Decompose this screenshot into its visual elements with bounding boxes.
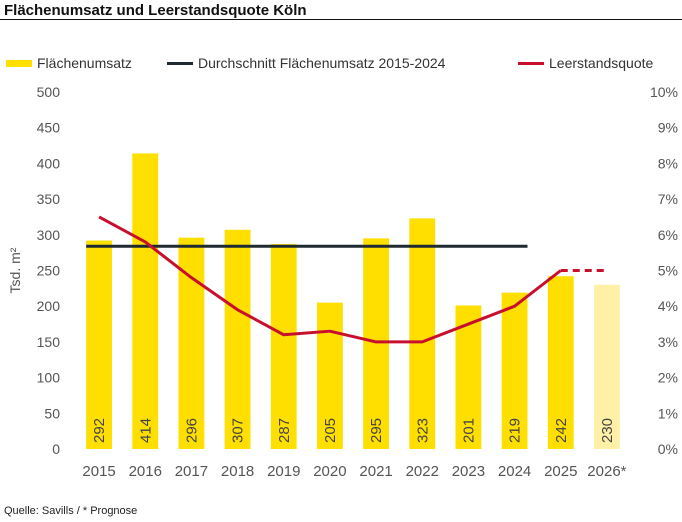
y2-tick-label: 7% xyxy=(658,191,678,207)
x-tick-label: 2025 xyxy=(544,463,577,480)
bar-value-label: 307 xyxy=(230,418,247,443)
x-tick-label: 2021 xyxy=(359,463,392,480)
bar-2023 xyxy=(455,305,482,449)
y-tick-label: 350 xyxy=(37,191,61,207)
x-tick-label: 2018 xyxy=(221,463,254,480)
legend-swatch-bar xyxy=(6,60,32,67)
x-tick-label: 2020 xyxy=(313,463,346,480)
y-tick-label: 500 xyxy=(37,84,61,100)
y2-tick-label: 6% xyxy=(658,227,678,243)
y-tick-label: 400 xyxy=(37,155,61,171)
legend-swatch-average-line xyxy=(167,62,193,65)
bar-2018 xyxy=(224,229,251,449)
y-tick-label: 450 xyxy=(37,120,61,136)
x-tick-label: 2016 xyxy=(129,463,162,480)
legend-label-durchschnitt: Durchschnitt Flächenumsatz 2015-2024 xyxy=(198,55,446,71)
bar-2024 xyxy=(501,292,528,449)
bar-2021 xyxy=(363,238,390,449)
y-tick-label: 50 xyxy=(44,405,60,421)
y2-tick-label: 9% xyxy=(658,120,678,136)
bar-value-label: 219 xyxy=(507,418,524,443)
y-tick-label: 150 xyxy=(37,334,61,350)
x-tick-label: 2022 xyxy=(406,463,439,480)
source-note: Quelle: Savills / * Prognose xyxy=(4,505,138,517)
x-tick-label: 2023 xyxy=(452,463,485,480)
bar-value-label: 323 xyxy=(414,418,431,443)
bar-value-label: 230 xyxy=(599,418,616,443)
legend-label-flaechenumsatz: Flächenumsatz xyxy=(37,55,132,71)
y2-tick-label: 8% xyxy=(658,155,678,171)
bar-value-label: 414 xyxy=(137,418,154,443)
bar-2016 xyxy=(132,153,159,450)
y2-tick-label: 1% xyxy=(658,405,678,421)
x-tick-label: 2017 xyxy=(175,463,208,480)
x-tick-label: 2019 xyxy=(267,463,300,480)
y-tick-label: 250 xyxy=(37,263,61,279)
bar-2019 xyxy=(270,244,297,449)
legend-swatch-vacancy-line xyxy=(518,62,544,65)
y2-tick-label: 2% xyxy=(658,370,678,386)
bar-2022 xyxy=(409,218,436,449)
bar-value-label: 296 xyxy=(183,418,200,443)
y-tick-label: 200 xyxy=(37,298,61,314)
y-tick-label: 0 xyxy=(52,441,60,457)
x-tick-label: 2015 xyxy=(82,463,115,480)
bar-2017 xyxy=(178,237,205,449)
bar-value-label: 205 xyxy=(322,418,339,443)
y2-tick-label: 10% xyxy=(650,84,678,100)
chart-area: 0 50 100 150 200 250 300 350 400 450 500 0% 1% 2% 3% 4%… xyxy=(7,84,678,480)
bar-2020 xyxy=(316,302,343,449)
y2-tick-label: 4% xyxy=(658,298,678,314)
vacancy-rate-line xyxy=(98,215,562,344)
bar-2026 xyxy=(593,284,620,449)
title-divider xyxy=(0,19,682,20)
y2-tick-label: 5% xyxy=(658,263,678,279)
y-axis-label: Tsd. m² xyxy=(7,247,23,293)
bar-2015 xyxy=(86,240,113,449)
y2-tick-label: 3% xyxy=(658,334,678,350)
bar-value-label: 292 xyxy=(91,418,108,443)
y-tick-label: 100 xyxy=(37,370,61,386)
legend-label-leerstandsquote: Leerstandsquote xyxy=(549,55,654,71)
y-tick-label: 300 xyxy=(37,227,61,243)
bar-value-label: 287 xyxy=(276,418,293,443)
x-tick-label: 2024 xyxy=(498,463,531,480)
bar-2025 xyxy=(547,276,574,449)
bar-value-label: 201 xyxy=(460,418,477,443)
chart-title: Flächenumsatz und Leerstandsquote Köln xyxy=(4,2,307,19)
x-tick-label: 2026* xyxy=(587,463,626,480)
y2-tick-label: 0% xyxy=(658,441,678,457)
bar-value-label: 242 xyxy=(553,418,570,443)
bar-value-label: 295 xyxy=(368,418,385,443)
